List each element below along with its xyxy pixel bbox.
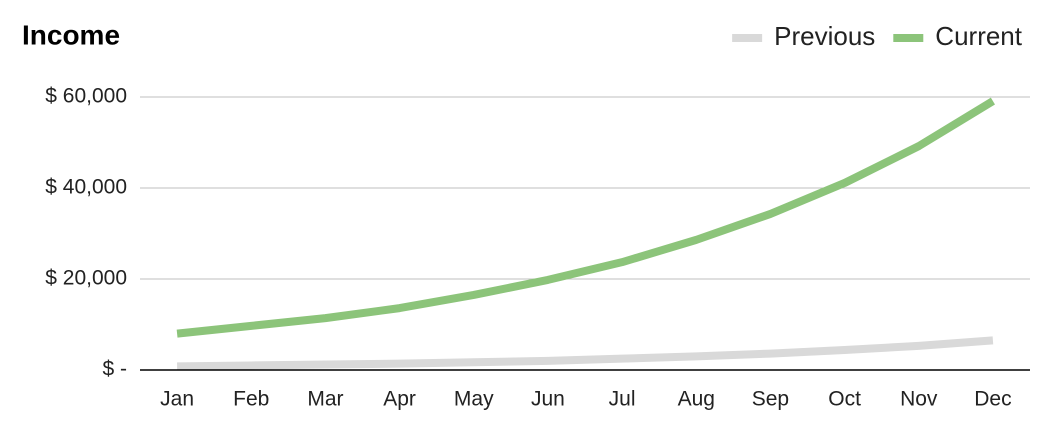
series-line bbox=[176, 97, 995, 338]
x-tick-label: Feb bbox=[233, 388, 269, 411]
x-tick-label: Dec bbox=[974, 388, 1011, 411]
y-tick-label: $ 20,000 bbox=[45, 267, 127, 290]
legend-label: Current bbox=[935, 21, 1022, 51]
x-tick-label: May bbox=[454, 388, 494, 411]
legend-label: Previous bbox=[774, 21, 875, 51]
y-tick-label: $ - bbox=[102, 358, 127, 381]
x-tick-label: Sep bbox=[752, 388, 789, 411]
x-tick-label: Nov bbox=[900, 388, 938, 411]
x-tick-label: Mar bbox=[307, 388, 343, 411]
x-tick-label: Jun bbox=[531, 388, 565, 411]
y-tick-label: $ 60,000 bbox=[45, 85, 127, 108]
x-tick-label: Aug bbox=[678, 388, 715, 411]
y-tick-label: $ 40,000 bbox=[45, 176, 127, 199]
x-tick-label: Jul bbox=[609, 388, 636, 411]
x-tick-label: Apr bbox=[383, 388, 416, 411]
chart-title: Income bbox=[22, 19, 120, 50]
x-tick-label: Oct bbox=[828, 388, 861, 411]
x-tick-label: Jan bbox=[160, 388, 194, 411]
series-line bbox=[177, 336, 994, 371]
